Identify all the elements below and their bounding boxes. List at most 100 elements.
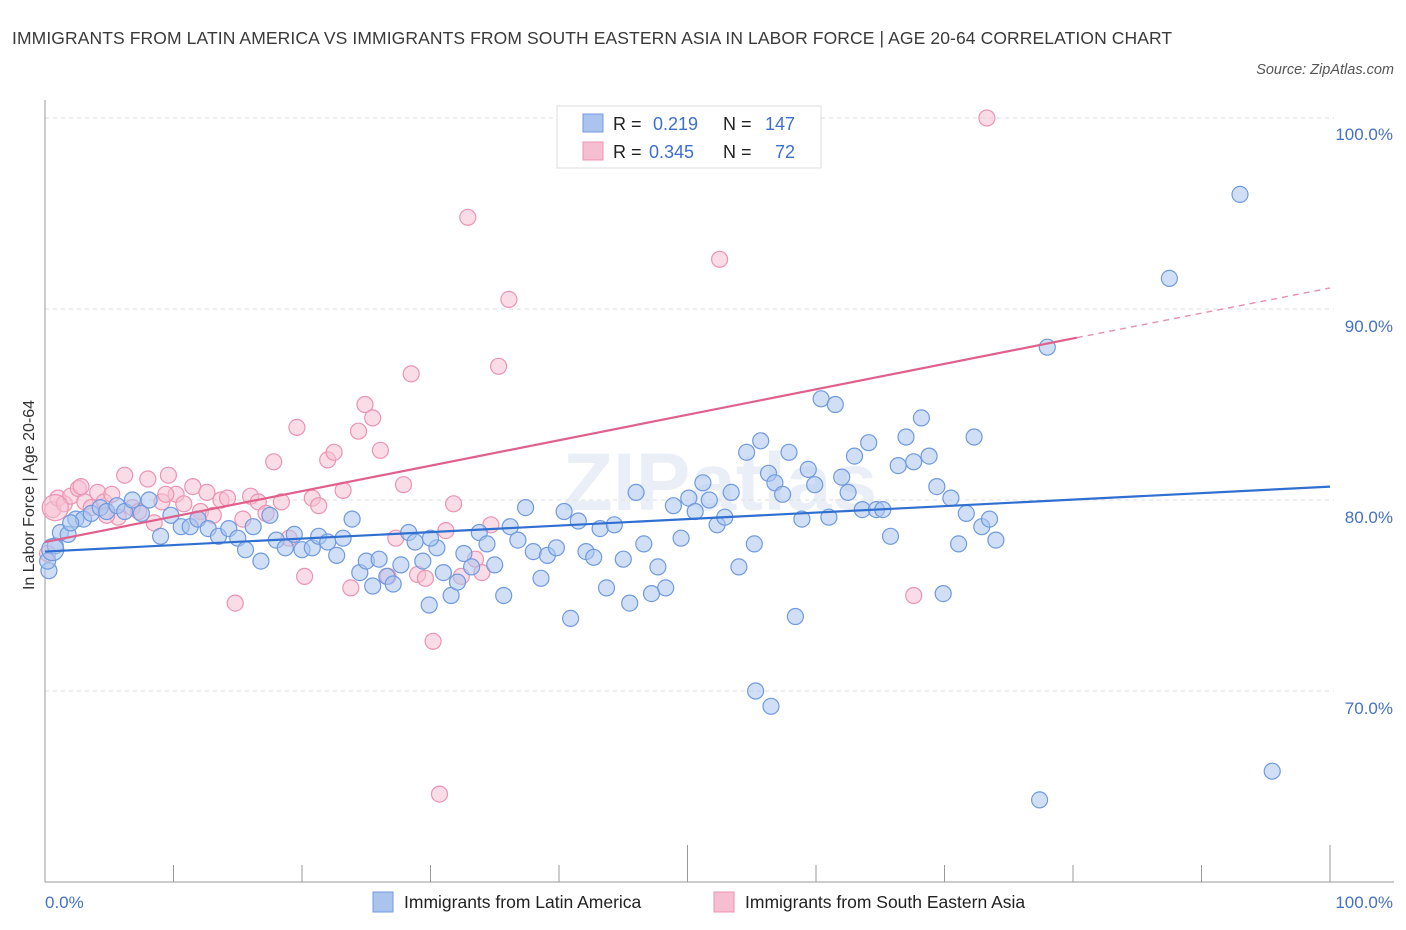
legend-label-south-eastern-asia: Immigrants from South Eastern Asia	[745, 892, 1025, 912]
stats-r-label-pink: R =	[613, 142, 642, 162]
blue-point-106	[845, 447, 864, 465]
blue-point-78	[649, 558, 667, 576]
stats-r-label-blue: R =	[613, 114, 642, 134]
gridlines	[45, 117, 1334, 692]
blue-point-100	[806, 476, 824, 494]
blue-point-103	[826, 395, 844, 414]
blue-point-65	[555, 502, 573, 521]
blue-point-77	[642, 584, 661, 603]
blue-point-73	[614, 550, 632, 568]
y-tick-label-70: 70.0%	[1345, 699, 1393, 718]
blue-point-119	[942, 489, 960, 507]
pink-point-35	[288, 418, 306, 436]
blue-point-79	[657, 579, 675, 597]
trend-line-south-eastern-asia	[44, 336, 1078, 544]
pink-point-56	[445, 495, 463, 513]
blue-point-95	[773, 485, 792, 503]
stats-box: R = 0.219 N = 147 R = 0.345 N = 72	[556, 105, 822, 169]
trend-line-south-eastern-asia-extension	[1076, 287, 1331, 339]
source-label: Source: ZipAtlas.com	[1256, 62, 1394, 78]
blue-point-81	[672, 529, 690, 547]
blue-point-97	[786, 607, 805, 626]
blue-point-118	[934, 584, 952, 603]
blue-point-135	[62, 514, 80, 532]
blue-point-88	[722, 483, 740, 501]
stats-swatch-blue	[582, 113, 604, 133]
blue-point-56	[486, 556, 504, 574]
blue-point-116	[920, 447, 938, 465]
blue-point-85	[700, 491, 718, 509]
pink-point-49	[394, 476, 413, 494]
pink-point-12	[116, 466, 134, 484]
blue-point-72	[605, 516, 623, 534]
blue-point-14	[152, 527, 170, 545]
blue-point-23	[236, 541, 255, 559]
blue-point-34	[328, 546, 346, 565]
stats-n-label-blue: N =	[723, 114, 752, 134]
blue-point-24	[244, 518, 262, 536]
blue-point-98	[793, 510, 811, 528]
pink-point-52	[416, 569, 434, 587]
pink-point-32	[265, 453, 283, 471]
blue-point-39	[364, 577, 382, 595]
blue-point-42	[384, 575, 402, 593]
blue-point-105	[839, 483, 857, 501]
blue-point-26	[261, 506, 279, 524]
blue-point-55	[478, 535, 496, 553]
y-axis-label: In Labor Force | Age 20-64	[21, 400, 38, 590]
blue-point-80	[664, 497, 683, 515]
blue-point-126	[746, 682, 765, 700]
pink-point-23	[198, 483, 216, 501]
blue-point-130	[1160, 269, 1179, 287]
blue-point-111	[881, 527, 900, 545]
pink-point-15	[139, 470, 157, 488]
blue-point-115	[912, 409, 931, 427]
legend-swatch-latin-america	[372, 891, 394, 913]
blue-point-108	[860, 434, 878, 452]
pink-point-63	[500, 290, 518, 308]
legend-swatch-south-eastern-asia	[713, 891, 735, 913]
blue-point-25	[252, 552, 270, 570]
blue-point-91	[745, 535, 763, 553]
blue-point-52	[455, 544, 473, 563]
blue-point-66	[561, 609, 580, 628]
blue-point-53	[463, 558, 481, 576]
blue-point-11	[123, 491, 141, 509]
pink-point-46	[371, 441, 389, 459]
blue-point-36	[343, 510, 361, 528]
blue-point-96	[780, 443, 798, 461]
blue-point-127	[762, 697, 780, 715]
blue-point-120	[949, 535, 968, 553]
blue-point-92	[752, 432, 770, 450]
stats-r-value-blue: 0.219	[653, 114, 698, 134]
blue-point-83	[686, 502, 704, 521]
blue-point-35	[334, 529, 352, 547]
pink-point-38	[310, 497, 328, 515]
pink-point-58	[459, 208, 477, 226]
y-tick-label-90: 90.0%	[1345, 317, 1393, 336]
trend-line-latin-america	[44, 485, 1331, 553]
pink-point-20	[175, 495, 193, 513]
blue-point-75	[627, 483, 645, 501]
blue-point-128	[1030, 791, 1049, 809]
pink-point-18	[159, 466, 177, 484]
blue-point-43	[392, 556, 410, 574]
pink-point-68	[72, 478, 90, 496]
blue-point-46	[414, 552, 432, 570]
blue-point-114	[905, 453, 923, 471]
pink-point-cluster-0	[41, 494, 69, 522]
blue-point-40	[370, 550, 388, 568]
blue-point-57	[495, 586, 513, 605]
pink-point-40	[325, 443, 343, 461]
legend: Immigrants from Latin America Immigrants…	[372, 891, 1025, 913]
pink-point-67	[978, 109, 996, 127]
blue-point-121	[957, 504, 975, 523]
blue-point-67	[569, 512, 587, 530]
blue-point-45	[406, 533, 424, 551]
pink-point-53	[424, 632, 442, 650]
blue-point-117	[928, 478, 946, 496]
blue-point-90	[737, 443, 756, 461]
pink-point-62	[490, 357, 508, 375]
pink-point-27	[226, 594, 244, 612]
